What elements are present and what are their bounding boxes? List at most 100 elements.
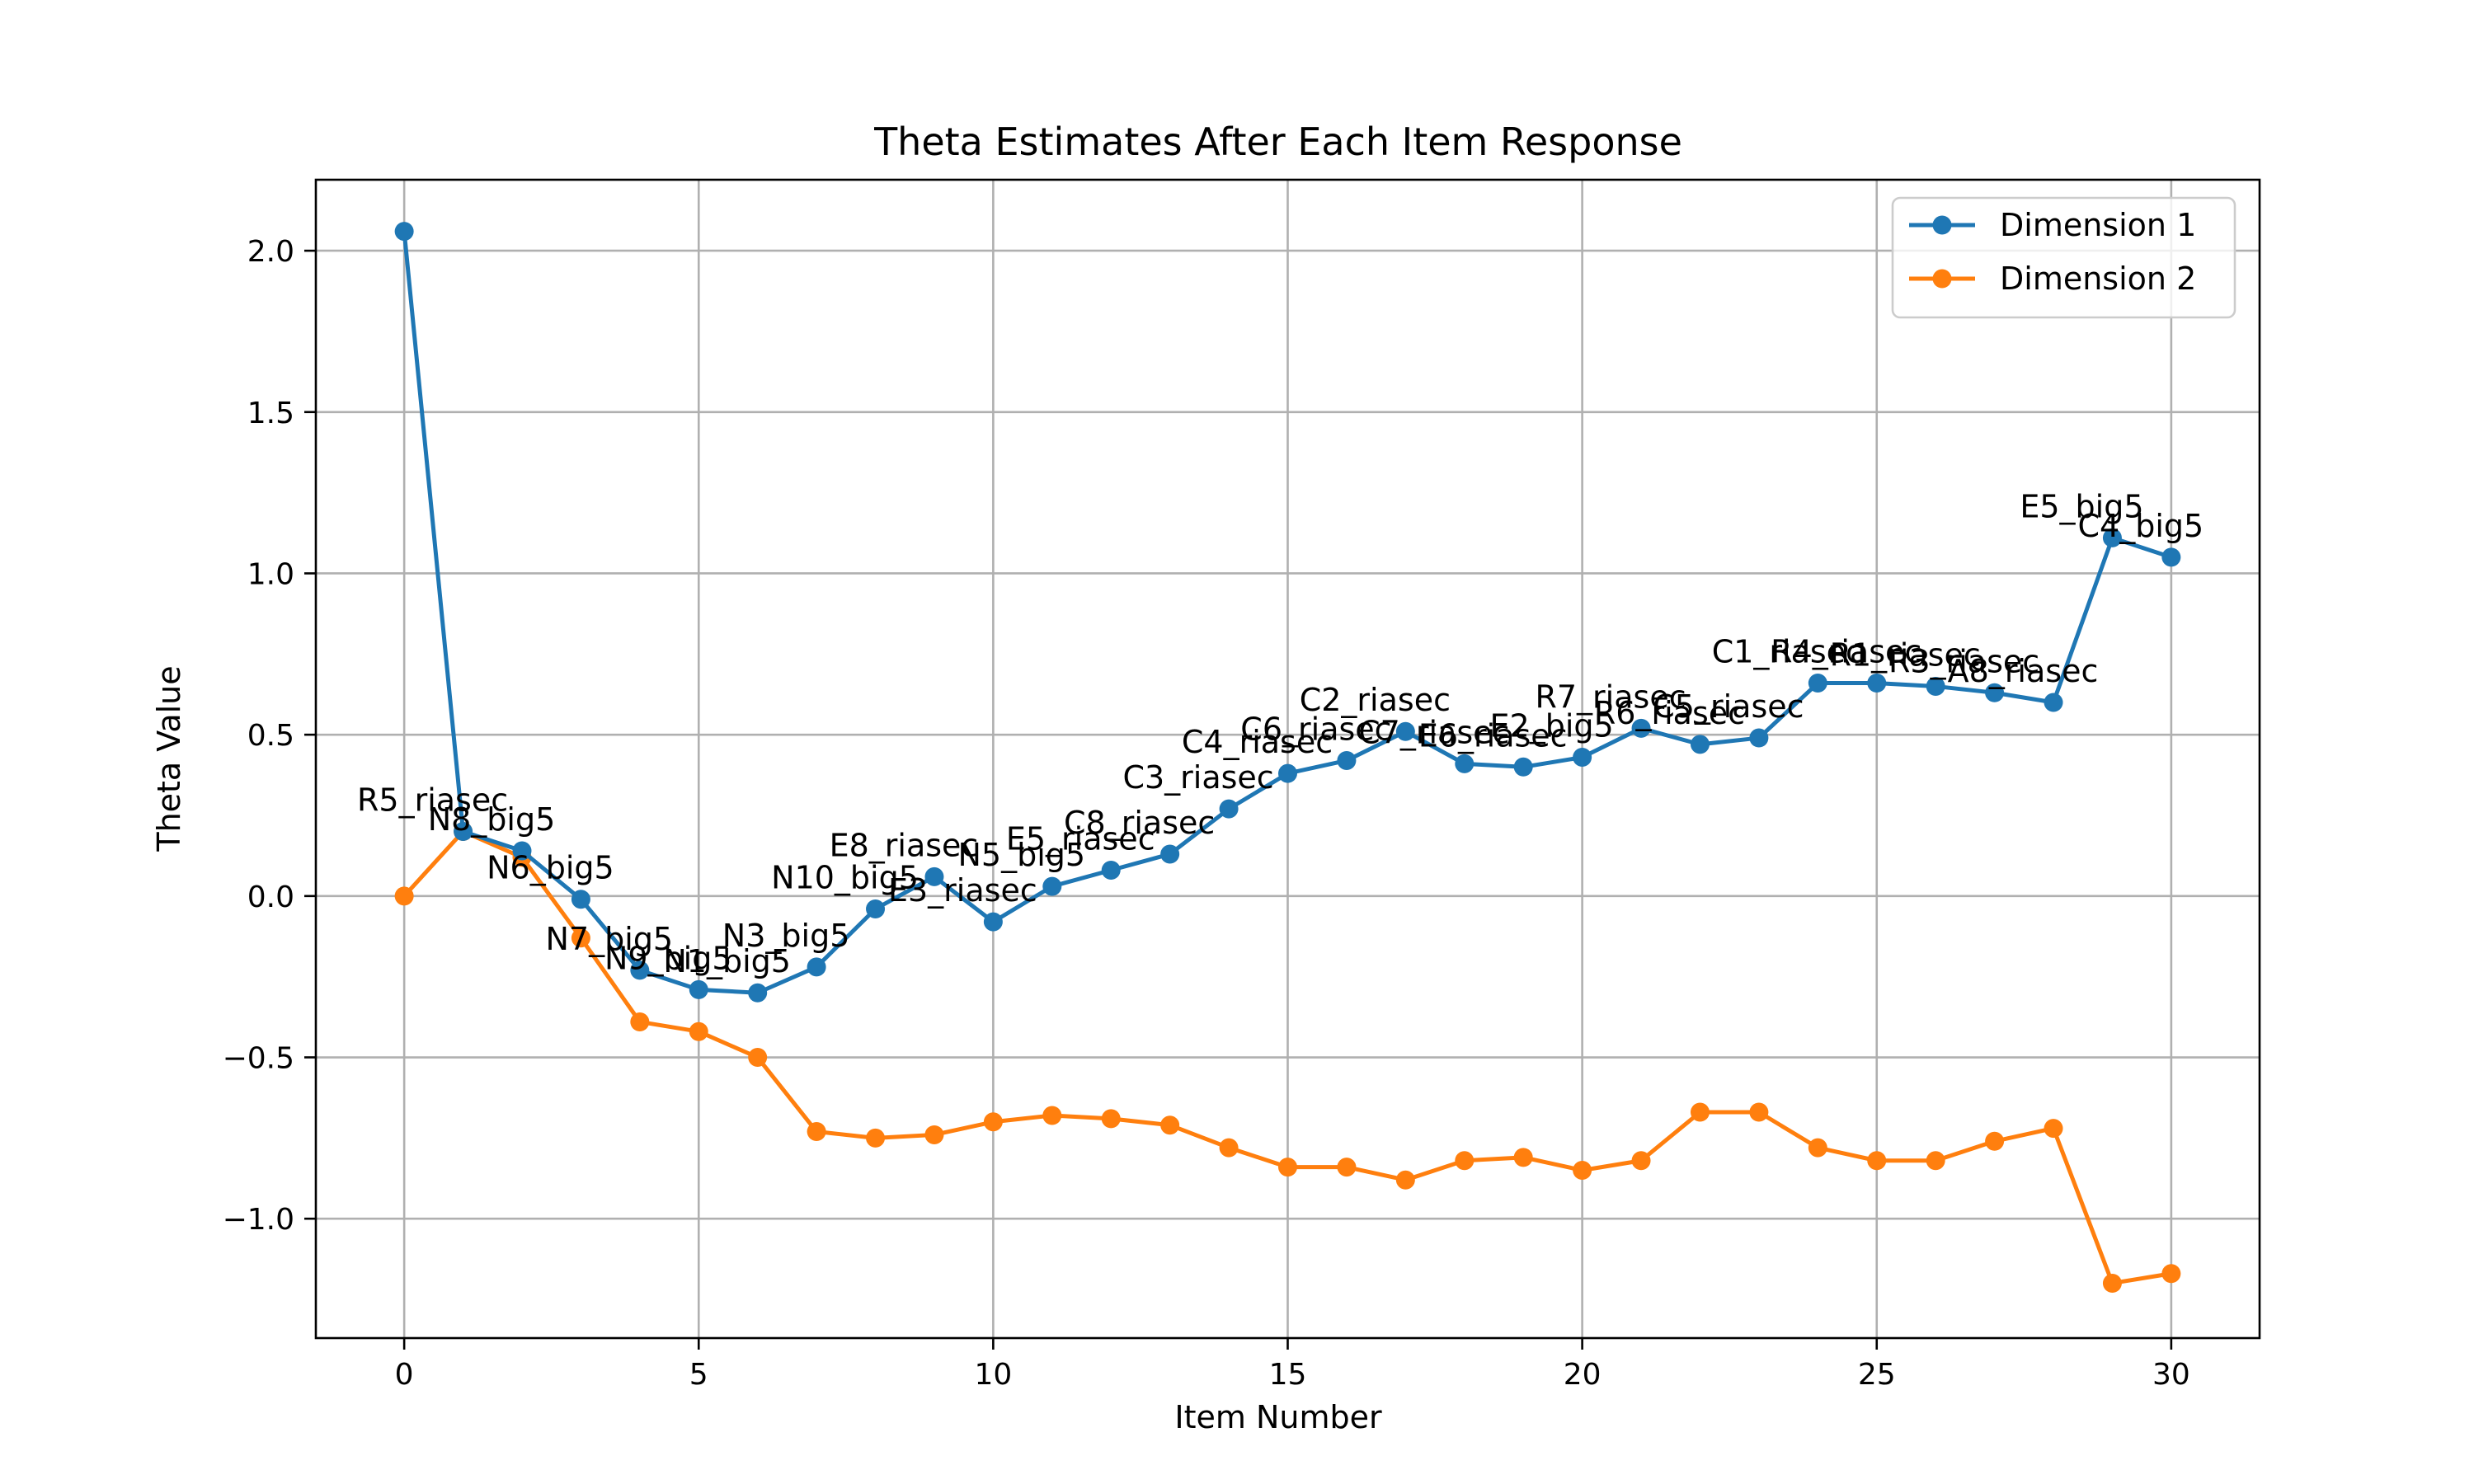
point-annotation: N1_big5 xyxy=(663,943,791,979)
data-point-dimension-1 xyxy=(1042,876,1062,896)
data-point-dimension-2 xyxy=(983,1112,1003,1132)
legend-label-dimension-1: Dimension 1 xyxy=(2000,207,2196,243)
data-point-dimension-1 xyxy=(807,957,826,977)
point-annotation: E6_riasec xyxy=(1418,717,1568,754)
data-point-dimension-2 xyxy=(2161,1264,2181,1284)
data-point-dimension-2 xyxy=(1455,1151,1475,1171)
point-annotation: C4_riasec xyxy=(1182,724,1333,760)
point-annotation: R6_riasec xyxy=(1594,695,1745,731)
x-tick-label: 20 xyxy=(1564,1358,1602,1392)
data-point-dimension-1 xyxy=(630,960,650,980)
axis-ticks: 0 5 10 15 20 25 30 −1.0 −0.5 0.0 0.5 1.0 1.5 2.0 xyxy=(223,235,2190,1392)
data-point-dimension-2 xyxy=(924,1125,944,1144)
data-point-dimension-1 xyxy=(1278,763,1297,783)
data-point-dimension-1 xyxy=(748,983,768,1003)
y-tick-label: 1.5 xyxy=(247,397,294,430)
data-point-dimension-1 xyxy=(571,890,590,909)
data-point-dimension-2 xyxy=(1926,1151,1945,1171)
data-point-dimension-1 xyxy=(866,899,886,918)
chart-title: Theta Estimates After Each Item Response xyxy=(873,120,1682,164)
data-point-dimension-1 xyxy=(512,841,532,861)
data-point-dimension-1 xyxy=(1808,674,1827,693)
point-annotation: E5_riasec xyxy=(1006,821,1155,857)
point-annotation: R5_riasec xyxy=(357,782,508,819)
data-point-dimension-2 xyxy=(394,886,414,906)
point-annotation: C2_riasec xyxy=(1300,682,1451,718)
x-tick-label: 15 xyxy=(1269,1358,1307,1392)
data-point-dimension-1 xyxy=(983,912,1003,932)
legend-marker-dimension-2 xyxy=(1932,269,1952,289)
data-point-dimension-1 xyxy=(1926,676,1945,696)
data-point-dimension-2 xyxy=(748,1048,768,1068)
data-point-dimension-2 xyxy=(630,1012,650,1031)
legend: Dimension 1 Dimension 2 xyxy=(1891,196,2236,319)
data-point-dimension-2 xyxy=(1513,1148,1533,1167)
data-point-dimension-2 xyxy=(571,928,590,948)
point-annotation: C3_riasec xyxy=(1122,759,1273,796)
point-annotation: R7_riasec xyxy=(1535,679,1686,715)
data-point-dimension-2 xyxy=(1808,1138,1827,1158)
data-point-dimension-1 xyxy=(1631,718,1651,738)
point-annotation: A8_riasec xyxy=(1948,653,2099,689)
point-annotation: N9_big5 xyxy=(604,940,732,976)
series-lines xyxy=(394,222,2181,1293)
data-point-dimension-1 xyxy=(394,222,414,242)
data-point-dimension-2 xyxy=(1219,1138,1239,1158)
y-tick-label: 2.0 xyxy=(247,235,294,269)
point-annotation: C4_big5 xyxy=(2078,508,2204,544)
y-tick-label: 0.5 xyxy=(247,719,294,753)
data-point-dimension-2 xyxy=(2102,1273,2122,1293)
data-point-dimension-2 xyxy=(1749,1102,1769,1122)
data-point-dimension-2 xyxy=(1278,1158,1297,1177)
point-annotation: C7_riasec xyxy=(1358,714,1509,750)
data-point-dimension-2 xyxy=(1042,1106,1062,1125)
point-annotation: R4_riasec xyxy=(1771,634,1921,670)
data-point-dimension-1 xyxy=(1985,683,2005,702)
x-axis-label: Item Number xyxy=(1174,1399,1382,1435)
data-point-dimension-1 xyxy=(2044,693,2063,712)
data-point-dimension-2 xyxy=(1160,1115,1180,1135)
data-point-dimension-1 xyxy=(689,979,708,999)
data-point-dimension-1 xyxy=(1749,728,1769,748)
series-dimension-1 xyxy=(394,222,2181,1003)
x-tick-label: 30 xyxy=(2152,1358,2190,1392)
point-annotation: N3_big5 xyxy=(722,918,850,954)
data-point-dimension-1 xyxy=(1101,861,1121,881)
data-point-dimension-1 xyxy=(2161,547,2181,567)
point-annotation: E2_big5 xyxy=(1490,708,1614,744)
point-annotation: N6_big5 xyxy=(487,850,614,886)
legend-marker-dimension-1 xyxy=(1932,215,1952,235)
data-point-dimension-2 xyxy=(866,1128,886,1148)
data-point-dimension-2 xyxy=(1101,1109,1121,1129)
data-point-dimension-2 xyxy=(1690,1102,1710,1122)
x-tick-label: 25 xyxy=(1858,1358,1896,1392)
data-point-dimension-1 xyxy=(924,866,944,886)
legend-box xyxy=(1891,196,2236,319)
data-point-dimension-1 xyxy=(1513,757,1533,777)
data-point-dimension-2 xyxy=(2044,1119,2063,1139)
data-point-dimension-2 xyxy=(1867,1151,1887,1171)
data-point-dimension-1 xyxy=(1160,844,1180,864)
x-tick-label: 5 xyxy=(689,1358,708,1392)
data-point-dimension-2 xyxy=(1985,1131,2005,1151)
data-point-dimension-1 xyxy=(1455,754,1475,773)
x-tick-label: 0 xyxy=(395,1358,414,1392)
data-point-dimension-1 xyxy=(1337,750,1357,770)
point-annotation: R3_riasec xyxy=(1888,643,2039,679)
y-tick-label: −1.0 xyxy=(223,1203,294,1237)
point-annotation: N8_big5 xyxy=(428,801,556,838)
point-annotation: C8_riasec xyxy=(1064,805,1215,841)
data-point-dimension-2 xyxy=(1395,1170,1415,1190)
data-point-dimension-1 xyxy=(2102,528,2122,547)
data-point-dimension-1 xyxy=(1219,799,1239,819)
data-point-dimension-2 xyxy=(689,1021,708,1041)
grid-lines xyxy=(316,180,2260,1338)
point-annotation: C6_riasec xyxy=(1240,711,1391,747)
y-axis-label: Theta Value xyxy=(151,665,187,852)
point-annotation: R1_riasec xyxy=(1830,636,1981,673)
point-annotation: N10_big5 xyxy=(771,859,919,895)
data-point-dimension-1 xyxy=(1395,721,1415,741)
y-tick-label: 0.0 xyxy=(247,881,294,914)
